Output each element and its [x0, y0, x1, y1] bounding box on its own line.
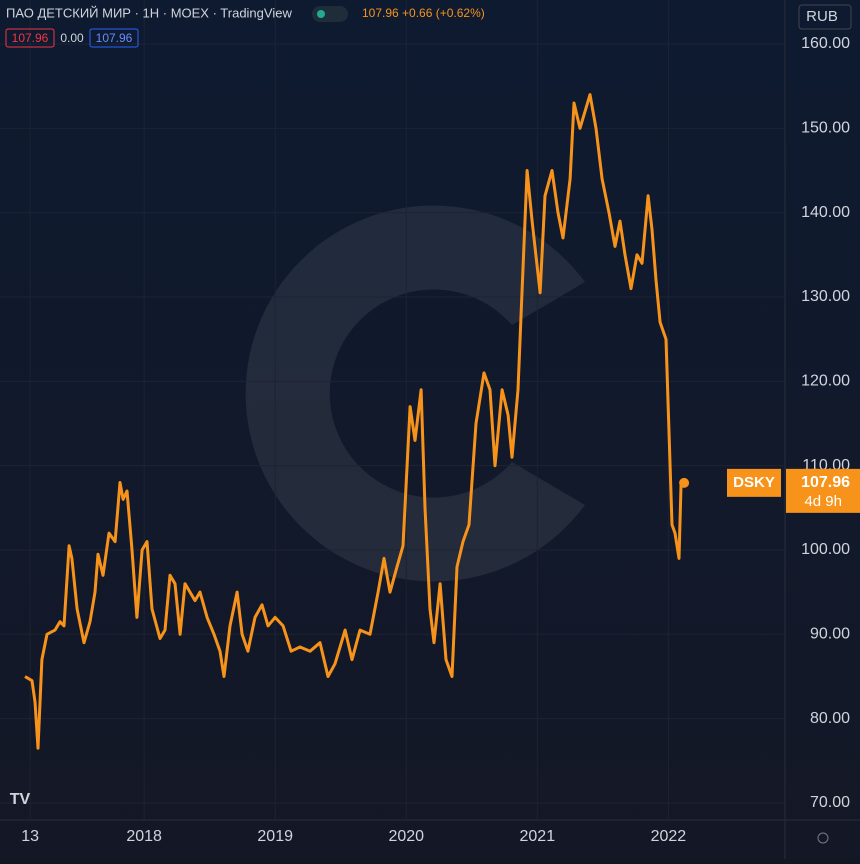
- quote: 107.96 +0.66 (+0.62%): [362, 6, 485, 20]
- y-tick-label: 120.00: [801, 373, 850, 390]
- x-tick-label: 2018: [126, 828, 162, 845]
- status-dot: [317, 10, 325, 18]
- symbol: ПАО ДЕТСКИЙ МИР · 1Н · MOEX · TradingVie…: [6, 5, 292, 20]
- y-tick-label: 160.00: [801, 35, 850, 52]
- x-tick-label: 13: [21, 828, 39, 845]
- settings-icon[interactable]: [817, 832, 829, 844]
- ticker-label: DSKY: [733, 474, 775, 491]
- last-point: [679, 477, 690, 488]
- y-tick-label: 90.00: [810, 626, 850, 643]
- x-tick-label: 2020: [388, 828, 424, 845]
- currency-box[interactable]: [798, 4, 852, 30]
- countdown-label: 4d 9h: [804, 493, 842, 510]
- x-tick-label: 2022: [651, 828, 687, 845]
- ohlc-box: [89, 28, 139, 48]
- ohlc-value: 107.96: [12, 31, 49, 45]
- price-tag: [786, 468, 860, 513]
- ticker-tag: [727, 468, 781, 497]
- currency[interactable]: RUB: [806, 8, 838, 25]
- price-line: [24, 93, 685, 750]
- y-tick-label: 150.00: [801, 120, 850, 137]
- y-tick-label: 70.00: [810, 794, 850, 811]
- watermark: [245, 205, 586, 582]
- ohlc-value: 0.00: [60, 31, 84, 45]
- plot: [24, 93, 690, 750]
- x-tick-label: 2021: [520, 828, 556, 845]
- grid: [0, 0, 785, 820]
- tv-logo[interactable]: TV: [10, 791, 31, 808]
- price-label: 107.96: [801, 474, 850, 491]
- y-tick-label: 130.00: [801, 288, 850, 305]
- ohlc-box: [5, 28, 55, 48]
- x-tick-label: 2019: [257, 828, 293, 845]
- ohlc-value: 107.96: [96, 31, 133, 45]
- y-tick-label: 140.00: [801, 204, 850, 221]
- y-tick-label: 100.00: [801, 541, 850, 558]
- y-tick-label: 80.00: [810, 710, 850, 727]
